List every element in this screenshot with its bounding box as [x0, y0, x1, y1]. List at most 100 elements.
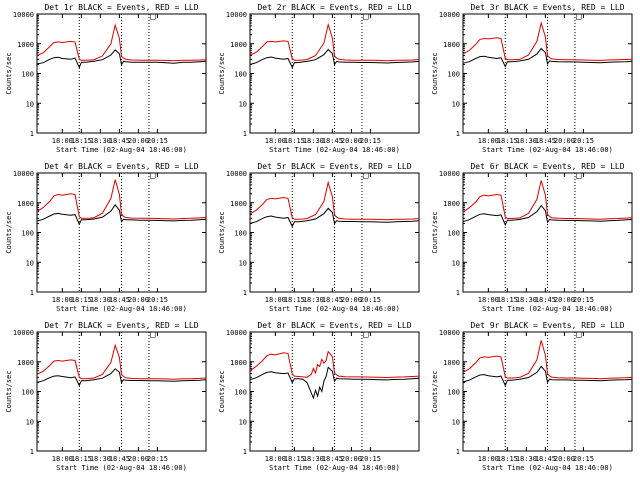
x-tick-label: 18:45 — [109, 455, 130, 463]
x-tick-label: 18:30 — [303, 296, 324, 304]
x-tick-label: 18:45 — [322, 296, 343, 304]
y-tick-label: 10 — [26, 259, 34, 267]
x-tick-label: 20:15 — [573, 137, 594, 145]
y-tick-label: 100 — [21, 230, 34, 238]
lld-series-line — [462, 21, 633, 61]
plot-title: Det 3r BLACK = Events, RED = LLD — [470, 3, 624, 12]
y-tick-label: 1 — [456, 448, 460, 456]
y-tick-label: 10000 — [226, 329, 247, 337]
x-axis-label: Start Time (02-Aug-04 18:46:00) — [482, 464, 613, 472]
x-tick-label: 20:00 — [128, 137, 149, 145]
x-tick-label: 18:30 — [90, 296, 111, 304]
x-tick-label: 18:00 — [265, 137, 286, 145]
y-tick-label: 100 — [234, 230, 247, 238]
y-tick-label: 1 — [243, 289, 247, 297]
legend-box: □ — [363, 171, 369, 181]
y-tick-label: 1000 — [17, 359, 34, 367]
y-tick-label: 10 — [452, 418, 460, 426]
events-series-line — [36, 368, 207, 387]
x-tick-label: 20:00 — [341, 296, 362, 304]
legend-box: □ — [150, 12, 156, 22]
y-tick-label: 10000 — [13, 170, 34, 178]
y-tick-label: 10000 — [439, 11, 460, 19]
events-series-line — [36, 49, 207, 69]
x-tick-label: 20:00 — [341, 455, 362, 463]
legend-box: □ — [150, 171, 156, 181]
lld-series-line — [36, 179, 207, 220]
x-tick-label: 18:00 — [478, 296, 499, 304]
x-tick-label: 18:00 — [265, 455, 286, 463]
x-tick-label: 18:15 — [497, 137, 518, 145]
events-series-line — [462, 365, 633, 387]
subplot-det-4r: Det 4r BLACK = Events, RED = LLD□ 1 10 100 1… — [5, 162, 207, 313]
lld-series-line — [36, 23, 207, 62]
y-axis-label: Counts/sec — [431, 52, 439, 94]
x-tick-label: 20:00 — [554, 137, 575, 145]
subplot-det-2r: Det 2r BLACK = Events, RED = LLD□ 1 10 100 1… — [218, 3, 420, 154]
x-tick-label: 18:45 — [109, 137, 130, 145]
y-axis-label: Counts/sec — [218, 52, 226, 94]
x-tick-label: 18:45 — [535, 296, 556, 304]
x-tick-label: 20:00 — [341, 137, 362, 145]
y-tick-label: 1000 — [443, 200, 460, 208]
legend-box: □ — [576, 330, 582, 340]
plot-title: Det 8r BLACK = Events, RED = LLD — [257, 321, 411, 330]
x-tick-label: 18:00 — [52, 296, 73, 304]
x-tick-label: 20:15 — [360, 455, 381, 463]
x-tick-label: 18:45 — [109, 296, 130, 304]
legend-box: □ — [576, 12, 582, 22]
y-tick-label: 100 — [21, 389, 34, 397]
x-tick-label: 18:00 — [478, 455, 499, 463]
x-tick-label: 20:15 — [147, 455, 168, 463]
y-tick-label: 1000 — [443, 359, 460, 367]
y-tick-label: 1 — [243, 448, 247, 456]
y-tick-label: 1000 — [17, 200, 34, 208]
x-axis-label: Start Time (02-Aug-04 18:46:00) — [56, 146, 187, 154]
plot-frame — [462, 13, 633, 134]
y-tick-label: 10 — [452, 100, 460, 108]
y-tick-label: 1000 — [230, 359, 247, 367]
x-tick-label: 18:15 — [497, 455, 518, 463]
lld-series-line — [36, 343, 207, 380]
y-tick-label: 1000 — [230, 41, 247, 49]
x-tick-label: 18:45 — [322, 455, 343, 463]
x-tick-label: 18:00 — [52, 455, 73, 463]
lld-series-line — [249, 180, 420, 221]
events-series-line — [249, 366, 420, 400]
subplot-det-9r: Det 9r BLACK = Events, RED = LLD□ 1 10 100 1… — [431, 321, 633, 472]
x-axis-label: Start Time (02-Aug-04 18:46:00) — [269, 464, 400, 472]
events-series-line — [462, 204, 633, 227]
y-tick-label: 10 — [239, 100, 247, 108]
x-tick-label: 18:45 — [535, 455, 556, 463]
plot-frame — [462, 331, 633, 452]
x-tick-label: 20:15 — [573, 455, 594, 463]
plot-title: Det 9r BLACK = Events, RED = LLD — [470, 321, 624, 330]
plot-frame — [36, 331, 207, 452]
plot-title: Det 4r BLACK = Events, RED = LLD — [44, 162, 198, 171]
y-axis-label: Counts/sec — [218, 370, 226, 412]
y-axis-label: Counts/sec — [5, 370, 13, 412]
events-series-line — [249, 207, 420, 228]
subplot-det-6r: Det 6r BLACK = Events, RED = LLD□ 1 10 100 1… — [431, 162, 633, 313]
x-axis-label: Start Time (02-Aug-04 18:46:00) — [269, 146, 400, 154]
events-series-line — [249, 48, 420, 69]
x-tick-label: 18:30 — [90, 455, 111, 463]
subplot-det-3r: Det 3r BLACK = Events, RED = LLD□ 1 10 100 1… — [431, 3, 633, 154]
x-tick-label: 18:00 — [265, 296, 286, 304]
y-tick-label: 10 — [26, 100, 34, 108]
plot-frame — [36, 13, 207, 134]
legend-box: □ — [363, 12, 369, 22]
y-axis-label: Counts/sec — [5, 52, 13, 94]
x-tick-label: 20:15 — [360, 296, 381, 304]
y-tick-label: 1 — [243, 130, 247, 138]
y-tick-label: 10000 — [13, 11, 34, 19]
x-tick-label: 20:00 — [554, 455, 575, 463]
x-axis-label: Start Time (02-Aug-04 18:46:00) — [482, 305, 613, 313]
y-tick-label: 10 — [239, 418, 247, 426]
x-tick-label: 20:15 — [147, 296, 168, 304]
y-tick-label: 1 — [30, 448, 34, 456]
plot-frame — [36, 172, 207, 293]
x-tick-label: 18:30 — [303, 137, 324, 145]
y-tick-label: 1000 — [17, 41, 34, 49]
